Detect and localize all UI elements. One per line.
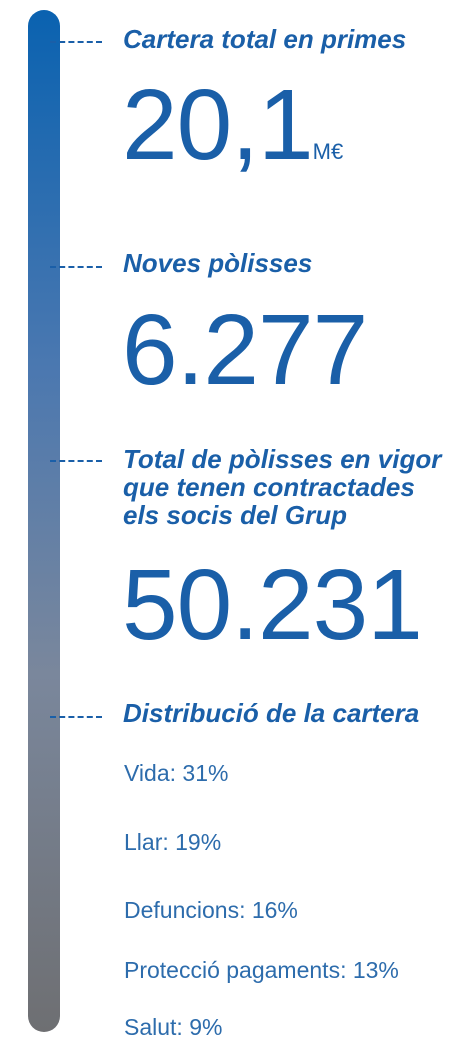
section-title: que tenen contractades xyxy=(123,472,415,502)
list-item: Protecció pagaments: 13% xyxy=(124,957,399,983)
unit: M€ xyxy=(312,139,344,164)
leader xyxy=(50,460,102,462)
list-item: Llar: 19% xyxy=(124,829,222,855)
leader xyxy=(50,266,102,268)
section-title: Noves pòlisses xyxy=(123,248,313,278)
value: 20,1 xyxy=(122,69,314,181)
timeline-bar xyxy=(28,10,60,1032)
leader xyxy=(50,716,102,718)
section-title: Distribució de la cartera xyxy=(123,698,420,728)
list-item: Salut: 9% xyxy=(124,1014,223,1040)
big-number: 6.277 xyxy=(122,294,368,406)
section-title: Total de pòlisses en vigor xyxy=(123,444,442,474)
list-item: Defuncions: 16% xyxy=(124,897,298,923)
leader xyxy=(50,41,102,43)
big-number: 20,1M€ xyxy=(122,75,343,175)
section-title: els socis del Grup xyxy=(123,500,347,530)
big-number: 50.231 xyxy=(122,549,423,661)
section-title: Cartera total en primes xyxy=(123,24,407,54)
list-item: Vida: 31% xyxy=(124,760,229,786)
